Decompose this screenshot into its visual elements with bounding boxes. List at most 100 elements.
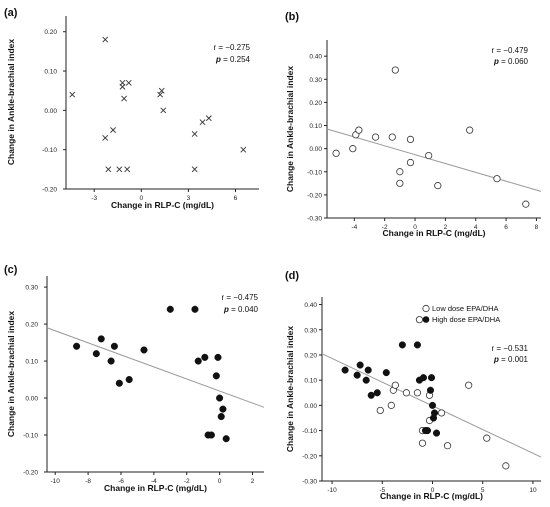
data-point [391,66,399,74]
data-point [341,366,349,374]
data-point [157,91,164,98]
data-point [362,376,370,384]
data-point [396,168,404,176]
x-axis-label: Change in RLP-C (mg/dL) [383,228,486,238]
x-tick-label: 6 [504,224,508,231]
x-tick-label: -5 [379,487,385,494]
x-tick-label: -2 [382,224,388,231]
data-point [415,316,424,324]
data-point [465,381,473,389]
y-tick-label: -0.10 [307,169,322,176]
p-statistic: p = 0.001 [493,355,529,364]
y-axis-label: Change in Ankle-brachial index [6,311,16,438]
data-point [219,405,227,413]
data-point [406,135,415,144]
regression-line [326,128,542,192]
x-tick-label: -6 [118,478,124,485]
y-tick-label: 0.20 [309,100,322,107]
y-tick-label: 0.30 [25,285,38,292]
legend-marker-open [422,304,430,313]
data-point [434,182,442,190]
x-tick-label: 6 [234,195,238,202]
data-point [194,357,202,365]
y-axis-label: Change in Ankle-brachial index [285,66,295,193]
data-point [437,409,446,417]
data-point [201,353,209,361]
r-statistic: r = −0.275 [214,43,251,52]
data-point [425,151,433,160]
y-tick-label: 0.30 [309,77,322,84]
data-point [217,412,225,421]
data-point [376,406,384,415]
regression-line [46,327,265,408]
data-point [427,374,436,382]
x-tick-label: 0 [218,478,222,485]
data-point [418,439,427,447]
data-point [214,353,222,361]
data-point [353,371,361,379]
legend-label: High dose EPA/DHA [432,315,500,324]
data-point [121,95,127,102]
x-tick-label: -10 [51,478,61,485]
data-point [222,435,230,443]
x-tick-label: -3 [91,195,97,202]
data-point [97,335,105,343]
y-tick-label: 0.10 [25,359,38,366]
y-tick-label: 0.00 [25,396,38,403]
data-point [191,166,198,173]
data-point [396,179,404,187]
data-point [73,342,81,350]
y-tick-label: 0.30 [304,327,317,334]
data-point [205,115,212,122]
data-point [240,146,247,153]
y-tick-label: 0.40 [309,54,322,61]
data-point [432,429,441,437]
x-axis-label: Change in RLP-C (mg/dL) [380,491,483,501]
y-tick-label: -0.10 [23,433,38,440]
y-tick-label: 0.40 [304,302,317,309]
data-point [373,389,381,397]
x-tick-label: -10 [327,487,337,494]
legend: Low dose EPA/DHA High dose EPA/DHA [422,304,500,324]
data-point [105,166,112,173]
y-axis-label: Change in Ankle-brachial index [6,39,16,166]
y-tick-label: -0.10 [302,428,317,435]
chart-panel-4: (d) -0.30 -0.20 -0.10 0.00 0.10 0.20 0.30 0.40 -1… [285,270,542,501]
p-statistic: p = 0.060 [493,57,529,66]
x-tick-label: -4 [151,478,157,485]
data-point [349,145,357,153]
data-point [388,133,396,141]
panel-label: (b) [285,11,299,23]
x-axis-label: Change in RLP-C (mg/dL) [111,200,214,210]
data-point [426,386,435,394]
data-point [110,342,118,350]
x-tick-label: 4 [474,224,478,231]
panel-label: (c) [4,264,18,276]
x-tick-label: 3 [187,195,191,202]
y-tick-label: 0.20 [44,29,57,36]
y-tick-label: -0.10 [42,147,57,154]
x-tick-label: -2 [184,478,190,485]
chart-panel-2: (b) -0.30 -0.20 -0.10 0.00 0.10 0.20 0.30 0.40 -4… [285,11,542,238]
data-point [355,126,363,134]
data-point [119,83,126,90]
panel-label: (a) [4,7,18,19]
data-point [160,107,167,114]
data-point [387,401,395,409]
data-point [115,379,123,387]
data-point [216,394,224,402]
x-tick-label: 0 [140,195,144,202]
data-point [413,389,422,397]
x-axis-label: Change in RLP-C (mg/dL) [104,483,207,493]
r-statistic: r = −0.475 [222,293,259,302]
y-tick-label: -0.20 [307,192,322,199]
y-tick-label: -0.20 [23,470,38,477]
data-point [125,375,133,384]
data-point [116,166,123,173]
data-point [430,409,439,417]
data-point [483,434,491,442]
y-tick-label: 0.00 [44,108,57,115]
data-point [69,91,76,98]
y-tick-label: 0.10 [309,123,322,130]
